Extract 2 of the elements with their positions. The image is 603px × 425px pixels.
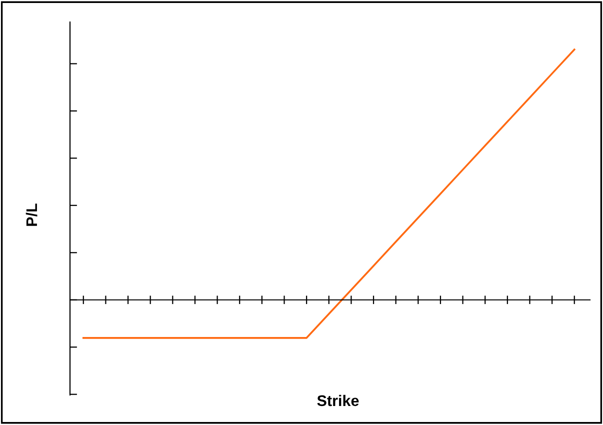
y-axis-title: P/L	[26, 204, 38, 226]
x-axis-title: Strike	[317, 394, 359, 406]
